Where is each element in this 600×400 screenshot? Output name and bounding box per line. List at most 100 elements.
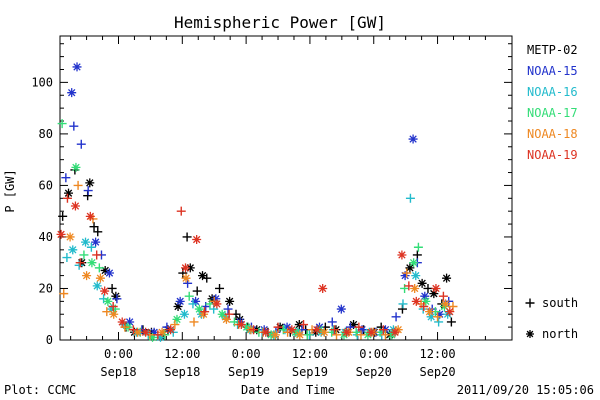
data-point-north [420,291,430,301]
data-point-south [412,250,422,260]
data-point-south [413,242,423,252]
data-point-north [366,327,376,337]
data-point-south [391,312,401,322]
data-point-south [192,286,202,296]
data-point-north [125,317,135,327]
data-point-south [76,139,86,149]
data-point-south [62,253,72,263]
legend-entry: METP-02 [527,43,578,57]
data-point-north [199,309,209,319]
data-point-south [107,283,117,293]
data-point-north [408,134,418,144]
data-point-south [299,320,309,330]
data-point-north [390,327,400,337]
data-point-south [215,283,225,293]
x-tick-label-time: 0:00 [359,347,388,361]
data-point-north [70,201,80,211]
data-point-north [87,258,97,268]
x-tick-label-date: Sep20 [419,365,455,379]
data-point-south [69,121,79,131]
data-point-north [291,327,301,337]
data-point-north [180,263,190,273]
data-point-north [192,235,202,245]
data-point-north [179,309,189,319]
data-point-north [397,250,407,260]
data-point-north [287,325,297,335]
marker-legend-north-symbol [526,330,534,338]
data-point-north [65,232,75,242]
data-point-north [149,327,159,337]
x-ticks: 0:00 Sep18 12:00 Sep18 0:00 Sep19 12:00 Sep19 0:… [70,36,486,379]
data-point-south [434,317,444,327]
data-point-south [184,291,194,301]
footer-left: Plot: CCMC [4,383,76,397]
data-point-north [225,296,235,306]
data-point-north [357,325,367,335]
data-point-north [104,268,114,278]
data-point-north [82,271,92,281]
data-point-north [429,289,439,299]
data-point-south [92,250,102,260]
marker-legend-label: north [542,327,578,341]
data-point-south [448,302,458,312]
data-point-south [398,299,408,309]
data-point-south [73,180,83,190]
data-point-south [112,294,122,304]
data-point-north [85,178,95,188]
data-point-north [64,188,74,198]
data-point-south [200,307,210,317]
data-point-north [100,286,110,296]
legend-entry: NOAA-15 [527,64,578,78]
data-point-north [111,291,121,301]
data-point-north [156,332,166,342]
data-point-south [57,119,67,129]
x-tick-label-time: 0:00 [232,347,261,361]
data-point-south [404,281,414,291]
data-point-south [102,307,112,317]
x-tick-label-date: Sep18 [164,365,200,379]
data-point-north [194,304,204,314]
plot-frame [59,35,513,341]
data-point-north [439,302,449,312]
data-point-north [417,278,427,288]
legend-entry: NOAA-19 [527,148,578,162]
data-point-north [259,325,269,335]
data-point-north [425,307,435,317]
data-point-south [62,193,72,203]
data-point-south [182,232,192,242]
data-point-north [92,281,102,291]
data-point-south [354,322,364,332]
data-point-south [356,330,366,340]
x-tick-label-date: Sep18 [100,365,136,379]
data-point-north [342,327,352,337]
data-point-south [438,291,448,301]
data-point-south [329,325,339,335]
data-point-north [212,299,222,309]
data-point-north [157,327,167,337]
data-point-north [71,162,81,172]
marker-legend: south north [525,296,578,341]
data-point-north [117,317,127,327]
data-point-south [402,268,412,278]
data-point-north [435,309,445,319]
data-point-north [421,296,431,306]
y-axis-label: P [GW] [3,169,17,212]
data-point-north [198,271,208,281]
data-point-north [95,273,105,283]
y-ticks: 0 20 40 60 80 100 [31,43,512,347]
data-point-south [446,317,456,327]
data-point-north [103,296,113,306]
y-tick-label: 20 [39,281,53,295]
x-tick-label-date: Sep19 [228,365,264,379]
data-point-north [431,283,441,293]
data-point-south [170,320,180,330]
data-point-north [336,304,346,314]
y-tick-label: 0 [46,333,53,347]
data-point-south [249,325,259,335]
data-point-south [59,289,69,299]
y-tick-label: 60 [39,178,53,192]
data-point-north [56,229,66,239]
data-point-north [91,237,101,247]
legend: METP-02 NOAA-15 NOAA-16 NOAA-17 NOAA-18 NOAA-… [527,43,578,162]
